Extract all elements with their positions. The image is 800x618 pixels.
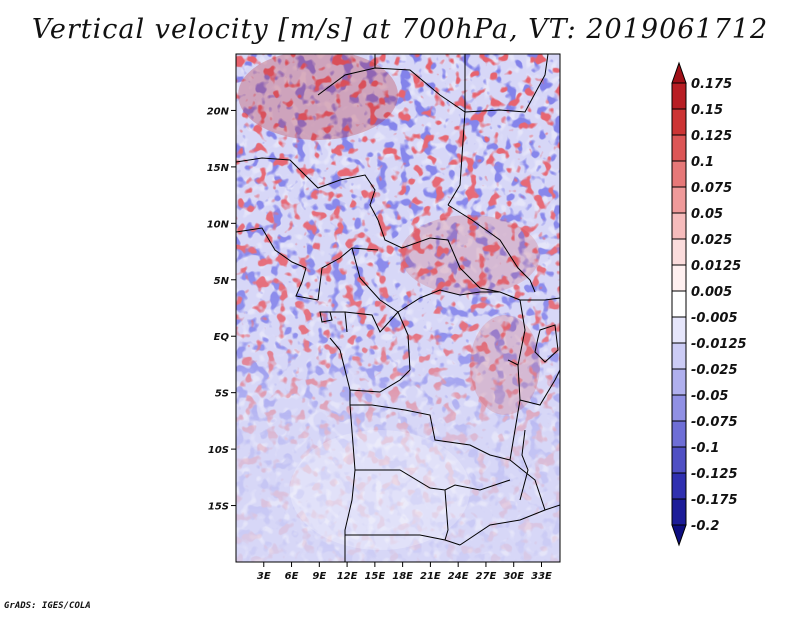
colorbar-label: 0.025 — [691, 233, 732, 248]
colorbar-box — [671, 160, 687, 188]
lat-tick-label: 5N — [214, 276, 230, 287]
colorbar-label: 0.1 — [691, 155, 714, 170]
colorbar-label: 0.05 — [691, 207, 723, 222]
colorbar-label: 0.005 — [691, 285, 732, 300]
velocity-field — [236, 54, 560, 562]
lon-tick-label: 3E — [257, 571, 271, 582]
lat-tick-label: 15N — [207, 163, 230, 174]
lat-tick-label: EQ — [214, 332, 230, 343]
colorbar-label: -0.0125 — [691, 337, 747, 352]
chart-title: Vertical velocity [m/s] at 700hPa, VT: 2… — [31, 14, 769, 45]
colorbar-label: 0.15 — [691, 103, 723, 118]
colorbar-box — [671, 498, 687, 526]
colorbar: 0.175 0.15 0.125 0.1 0.075 0.05 0.025 0.0125 0.0… — [671, 61, 747, 547]
colorbar-box — [671, 264, 687, 292]
lat-tick-label: 10S — [208, 445, 229, 456]
longitude-axis: 3E 6E 9E 12E 15E 18E 21E 24E 27E 30E 33E — [257, 562, 552, 582]
lon-tick-label: 21E — [420, 571, 441, 582]
colorbar-box — [671, 472, 687, 500]
colorbar-label: -0.05 — [691, 389, 728, 404]
colorbar-box — [671, 394, 687, 422]
colorbar-label: -0.125 — [691, 467, 738, 482]
lon-tick-label: 9E — [312, 571, 326, 582]
colorbar-box — [671, 446, 687, 474]
lat-tick-label: 15S — [208, 502, 229, 513]
colorbar-box — [671, 186, 687, 214]
colorbar-box — [671, 368, 687, 396]
colorbar-box — [671, 108, 687, 136]
colorbar-label: 0.125 — [691, 129, 732, 144]
colorbar-bottom-arrow — [671, 524, 687, 547]
colorbar-box — [671, 316, 687, 344]
country-boundaries — [236, 54, 560, 562]
grads-credit: GrADS: IGES/COLA — [4, 601, 91, 611]
lon-tick-label: 6E — [285, 571, 299, 582]
lon-tick-label: 24E — [448, 571, 469, 582]
colorbar-label: 0.0125 — [691, 259, 741, 274]
lon-tick-label: 33E — [531, 571, 552, 582]
lat-tick-label: 10N — [207, 219, 230, 230]
colorbar-label: -0.2 — [691, 519, 719, 534]
colorbar-label: -0.175 — [691, 493, 738, 508]
lon-tick-label: 27E — [476, 571, 497, 582]
colorbar-top-arrow — [671, 61, 687, 84]
lon-tick-label: 30E — [503, 571, 524, 582]
colorbar-box — [671, 134, 687, 162]
colorbar-box — [671, 82, 687, 110]
lat-tick-label: 5S — [215, 389, 229, 400]
latitude-axis: 20N 15N 10N 5N EQ 5S 10S 15S — [207, 106, 236, 513]
map-frame — [235, 53, 561, 563]
lon-tick-label: 12E — [337, 571, 358, 582]
colorbar-label: -0.075 — [691, 415, 738, 430]
colorbar-box — [671, 420, 687, 448]
lon-tick-label: 15E — [364, 571, 385, 582]
lon-tick-label: 18E — [392, 571, 413, 582]
colorbar-label: -0.025 — [691, 363, 738, 378]
colorbar-box — [671, 212, 687, 240]
colorbar-label: 0.175 — [691, 77, 732, 92]
colorbar-label: -0.1 — [691, 441, 719, 456]
colorbar-box — [671, 290, 687, 318]
colorbar-box — [671, 342, 687, 370]
colorbar-box — [671, 238, 687, 266]
colorbar-label: 0.075 — [691, 181, 732, 196]
colorbar-label: -0.005 — [691, 311, 738, 326]
lat-tick-label: 20N — [207, 106, 230, 117]
